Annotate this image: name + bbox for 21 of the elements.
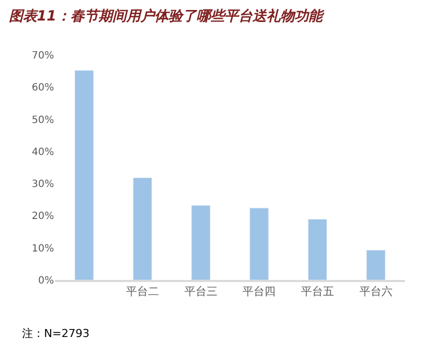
bar: [250, 208, 269, 280]
bar: [132, 178, 152, 280]
x-tick-label: 平台三: [184, 284, 218, 298]
y-tick-label: 70%: [32, 50, 54, 62]
y-tick-label: 40%: [32, 146, 54, 158]
bar: [308, 219, 328, 280]
bar: [191, 205, 210, 280]
bar: [74, 70, 94, 280]
x-tick-label: 平台四: [242, 284, 276, 298]
x-tick-label: 平台二: [126, 284, 159, 298]
x-tick-label: 平台五: [301, 284, 334, 298]
chart-title: 图表11：春节期间用户体验了哪些平台送礼物功能: [8, 7, 324, 24]
y-tick-label: 20%: [32, 211, 54, 222]
y-tick-label: 60%: [32, 82, 54, 94]
y-tick-label: 50%: [32, 114, 54, 126]
x-tick-label: 平台六: [359, 284, 392, 298]
y-tick-label: 0%: [38, 276, 54, 286]
y-tick-label: 10%: [32, 243, 54, 254]
y-tick-label: 30%: [32, 179, 54, 190]
bar: [366, 250, 386, 280]
text: 注：N=2793: [22, 327, 90, 340]
